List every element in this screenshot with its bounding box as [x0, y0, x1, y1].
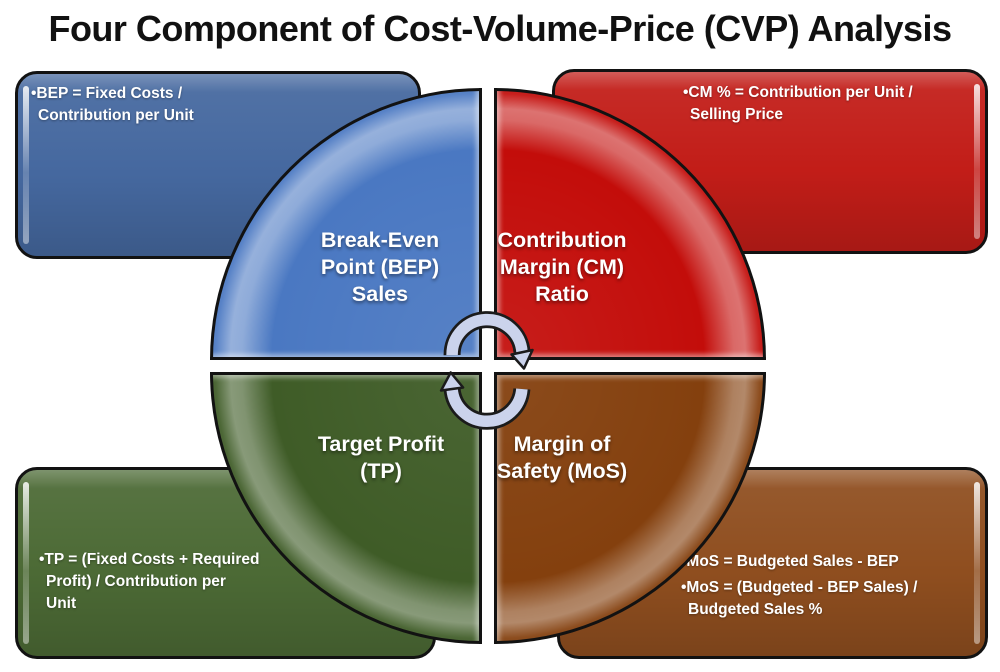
- formula-line: Contribution per Unit: [38, 107, 194, 124]
- bep-label: Break-Even Point (BEP) Sales: [280, 227, 480, 308]
- formula-line: Unit: [46, 595, 77, 612]
- formula-line: Selling Price: [690, 106, 784, 123]
- formula-line: •MoS = (Budgeted - BEP Sales) /: [681, 579, 918, 596]
- page-title: Four Component of Cost-Volume-Price (CVP…: [48, 8, 952, 49]
- formula-line: •CM % = Contribution per Unit /: [683, 84, 913, 101]
- mos-label: Margin of Safety (MoS): [462, 431, 662, 485]
- label-line: Contribution: [497, 228, 627, 252]
- formula-line: •TP = (Fixed Costs + Required: [39, 551, 260, 568]
- tp-label: Target Profit (TP): [281, 431, 481, 485]
- label-line: (TP): [360, 459, 402, 483]
- label-line: Break-Even: [320, 228, 440, 252]
- label-line: Margin (CM): [499, 255, 625, 279]
- label-line: Target Profit: [317, 432, 445, 456]
- formula-line: •BEP = Fixed Costs /: [31, 85, 183, 102]
- formula-line: •MoS = Budgeted Sales - BEP: [681, 553, 899, 570]
- mos-formula: •MoS = Budgeted Sales - BEP •MoS = (Budg…: [681, 551, 917, 621]
- label-line: Ratio: [535, 282, 589, 306]
- tp-quadrant: [210, 372, 482, 644]
- label-line: Sales: [351, 282, 409, 306]
- label-line: Margin of: [513, 432, 611, 456]
- cycle-arrows-icon: [439, 311, 534, 430]
- label-line: Safety (MoS): [496, 459, 628, 483]
- cm-label: Contribution Margin (CM) Ratio: [462, 227, 662, 308]
- tp-formula: •TP = (Fixed Costs + Required Profit) / …: [39, 549, 259, 615]
- formula-line: Budgeted Sales %: [688, 601, 823, 618]
- bep-formula: •BEP = Fixed Costs / Contribution per Un…: [31, 83, 194, 127]
- cm-formula: •CM % = Contribution per Unit / Selling …: [683, 82, 913, 126]
- label-line: Point (BEP): [320, 255, 440, 279]
- formula-line: Profit) / Contribution per: [46, 573, 226, 590]
